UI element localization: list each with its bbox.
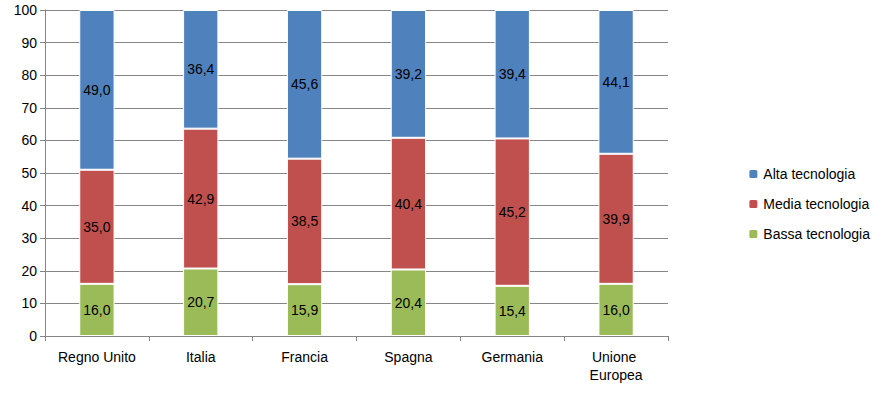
svg-text:60: 60 — [21, 132, 37, 148]
svg-text:40: 40 — [21, 198, 37, 214]
svg-text:40,4: 40,4 — [395, 196, 422, 212]
svg-text:15,9: 15,9 — [291, 302, 318, 318]
svg-text:16,0: 16,0 — [602, 302, 629, 318]
svg-text:90: 90 — [21, 35, 37, 51]
svg-text:20: 20 — [21, 263, 37, 279]
svg-text:20,7: 20,7 — [187, 294, 214, 310]
svg-text:80: 80 — [21, 67, 37, 83]
svg-text:Bassa tecnologia: Bassa tecnologia — [763, 226, 870, 242]
svg-text:Media tecnologia: Media tecnologia — [763, 196, 869, 212]
svg-text:16,0: 16,0 — [83, 302, 110, 318]
svg-text:35,0: 35,0 — [83, 219, 110, 235]
svg-text:38,5: 38,5 — [291, 213, 318, 229]
svg-text:Europea: Europea — [590, 367, 643, 383]
svg-text:42,9: 42,9 — [187, 191, 214, 207]
svg-text:36,4: 36,4 — [187, 61, 214, 77]
svg-text:45,6: 45,6 — [291, 76, 318, 92]
svg-text:50: 50 — [21, 165, 37, 181]
svg-text:Italia: Italia — [186, 349, 216, 365]
svg-text:0: 0 — [29, 328, 37, 344]
svg-text:39,4: 39,4 — [499, 66, 526, 82]
svg-text:70: 70 — [21, 100, 37, 116]
svg-text:49,0: 49,0 — [83, 82, 110, 98]
svg-text:44,1: 44,1 — [602, 74, 629, 90]
svg-text:Germania: Germania — [482, 349, 544, 365]
svg-text:20,4: 20,4 — [395, 295, 422, 311]
svg-text:10: 10 — [21, 295, 37, 311]
svg-text:39,2: 39,2 — [395, 66, 422, 82]
svg-text:39,9: 39,9 — [602, 211, 629, 227]
svg-text:100: 100 — [14, 2, 38, 18]
svg-text:45,2: 45,2 — [499, 204, 526, 220]
svg-text:30: 30 — [21, 230, 37, 246]
svg-text:Regno Unito: Regno Unito — [58, 349, 136, 365]
svg-text:Francia: Francia — [281, 349, 328, 365]
svg-text:Alta tecnologia: Alta tecnologia — [763, 166, 855, 182]
svg-text:Unione: Unione — [592, 349, 640, 365]
svg-text:15,4: 15,4 — [499, 303, 526, 319]
svg-text:Spagna: Spagna — [384, 349, 432, 365]
